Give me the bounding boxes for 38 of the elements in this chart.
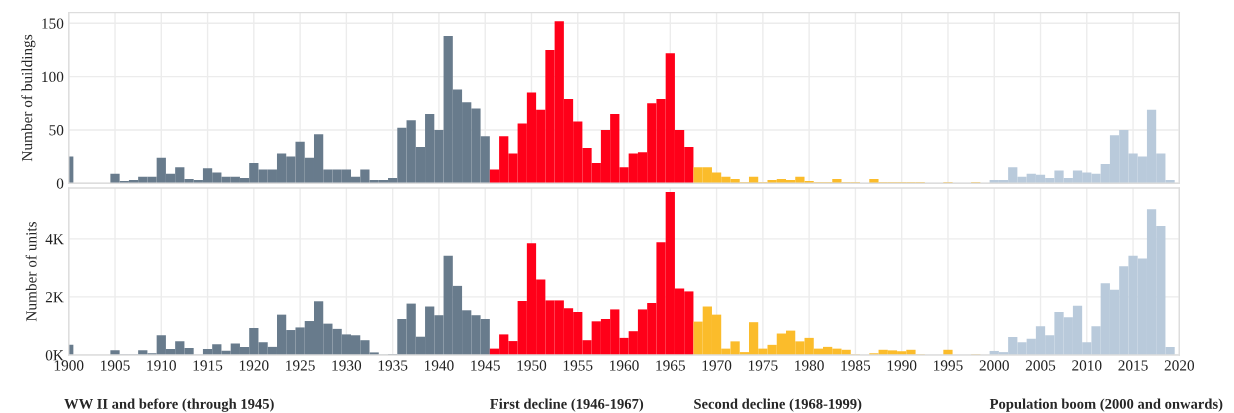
x-tick-label: 1915 — [193, 360, 223, 371]
x-tick-label: 2010 — [1072, 360, 1102, 371]
y-axis-title: Number of units — [25, 221, 37, 322]
y-tick-label: 2K — [45, 292, 64, 303]
y-tick-label: 0K — [45, 350, 64, 361]
y-axis-title: Number of buildings — [21, 34, 36, 162]
x-tick-label: 2005 — [1025, 360, 1056, 371]
x-tick-label: 1940 — [425, 360, 454, 371]
x-tick-label: 1910 — [147, 360, 176, 371]
y-tick-label: 0 — [56, 178, 64, 189]
x-tick-label: 1980 — [795, 360, 824, 371]
y-tick-label: 150 — [42, 18, 64, 29]
y-tick-label: 100 — [42, 71, 64, 83]
x-tick-label: 1995 — [934, 360, 963, 371]
x-tick-label: 1970 — [702, 360, 732, 371]
y-tick-label: 50 — [49, 125, 64, 136]
x-tick-label: 1950 — [517, 360, 547, 371]
x-tick-label: 1960 — [610, 360, 639, 371]
text: WW II and before (through 1945) — [64, 398, 274, 412]
x-tick-label: 1920 — [239, 360, 269, 371]
x-tick-label: 1935 — [378, 360, 408, 371]
x-tick-label: 2020 — [1164, 360, 1195, 371]
x-tick-label: 2015 — [1118, 360, 1148, 371]
x-tick-label: 1945 — [471, 360, 500, 371]
x-tick-label: 1900 — [54, 360, 84, 371]
x-tick-label: 1990 — [887, 360, 917, 371]
text: Population boom (2000 and onwards) — [989, 398, 1223, 412]
x-tick-label: 1975 — [748, 360, 778, 371]
x-tick-label: 1905 — [101, 360, 130, 371]
y-tick-label: 4K — [45, 234, 64, 245]
x-tick-label: 1925 — [286, 360, 315, 371]
x-tick-label: 1930 — [332, 360, 362, 371]
x-tick-label: 1955 — [563, 360, 593, 371]
text: Second decline (1968-1999) — [694, 398, 862, 412]
x-tick-label: 1985 — [841, 360, 871, 371]
text: First decline (1946-1967) — [490, 398, 644, 412]
x-tick-label: 1965 — [656, 360, 685, 371]
x-tick-label: 2000 — [979, 360, 1009, 371]
